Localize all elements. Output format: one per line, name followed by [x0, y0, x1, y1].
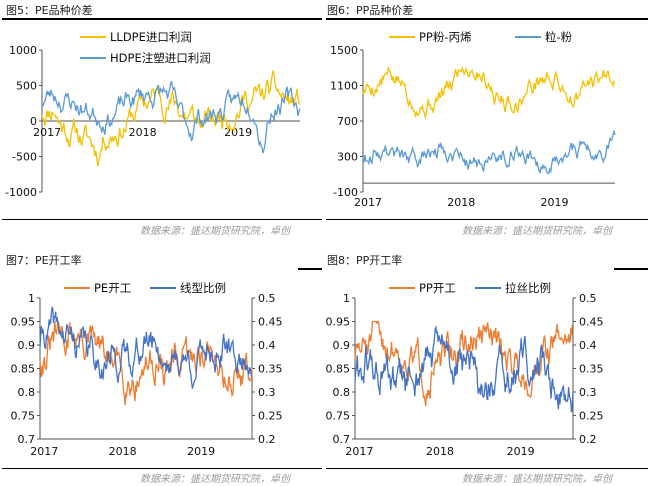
figure-8-title: 图8：PP开工率	[327, 254, 403, 267]
figure-6-title: 图6：PP品种价差	[327, 4, 414, 17]
y-tick-label: 0.9	[18, 339, 36, 352]
x-tick-label: 2018	[447, 196, 475, 209]
series-line-0	[362, 65, 616, 120]
y-tick-label: 1000	[9, 44, 37, 57]
y-tick-label: 1	[343, 292, 350, 305]
y-right-tick-label: 0.3	[258, 386, 276, 399]
series-line-1	[362, 130, 616, 175]
y-tick-label: 0.95	[326, 316, 351, 329]
y-tick-label: 0.7	[18, 433, 36, 446]
figure-7-top-rule	[298, 268, 322, 270]
figure-7-title: 图7：PE开工率	[6, 254, 82, 267]
y-tick-label: 500	[16, 80, 37, 93]
y-tick-label: 1500	[330, 44, 358, 57]
y-tick-label: -1000	[5, 186, 37, 199]
figure-7-chart: 1 0.95 0.9 0.85 0.8 0.75 0.7 0.5 0.45 0.4 0.35 0.3 0…	[11, 281, 283, 458]
legend-label-1: 粒-粉	[545, 30, 573, 44]
y-tick-label: 300	[337, 151, 358, 164]
y-right-tick-label: 0.5	[579, 292, 597, 305]
y-tick-label: 0.75	[11, 410, 36, 423]
figure-8-chart: 1 0.95 0.9 0.85 0.8 0.75 0.7 0.5 0.45 0.4 0.35 0.3 0…	[326, 281, 604, 458]
y-tick-label: 0.75	[326, 410, 351, 423]
y-tick-label: 0.85	[11, 363, 36, 376]
figure-7-bottom-rule	[2, 468, 322, 469]
y-right-tick-label: 0.45	[579, 316, 604, 329]
figure-6-top-rule	[326, 18, 648, 20]
y-tick-label: 700	[337, 115, 358, 128]
y-tick-label: 0.8	[18, 386, 36, 399]
x-tick-label: 2018	[129, 126, 157, 139]
series-line-0	[39, 320, 253, 406]
x-tick-label: 2019	[507, 445, 535, 458]
series-line-1	[41, 81, 301, 154]
legend-label-0: LLDPE进口利润	[110, 30, 192, 44]
x-tick-label: 2019	[187, 445, 215, 458]
figure-6-source: 数据来源：盛达期货研究院，卓创	[462, 226, 612, 237]
legend-label-1: 拉丝比例	[505, 281, 551, 295]
x-tick-label: 2017	[33, 126, 61, 139]
y-right-tick-label: 0.25	[258, 410, 283, 423]
y-tick-label: 0.95	[11, 316, 36, 329]
legend-label-0: PP粉-丙烯	[419, 30, 472, 44]
y-tick-label: 0	[30, 115, 37, 128]
y-right-tick-label: 0.4	[258, 339, 276, 352]
y-tick-label: 0.8	[333, 386, 351, 399]
y-right-tick-label: 0.35	[579, 363, 604, 376]
figure-5-source: 数据来源：盛达期货研究院，卓创	[140, 226, 290, 237]
figure-8-top-rule	[614, 268, 648, 270]
figure-5-title: 图5：PE品种价差	[6, 4, 93, 17]
figure-8-source: 数据来源：盛达期货研究院，卓创	[462, 474, 612, 485]
legend-label-0: PP开工	[419, 281, 456, 295]
series-line-1	[39, 305, 253, 389]
series-line-0	[41, 70, 301, 167]
y-right-tick-label: 0.45	[258, 316, 283, 329]
x-tick-label: 2018	[426, 445, 454, 458]
legend-label-1: 线型比例	[180, 281, 226, 295]
x-tick-label: 2018	[109, 445, 137, 458]
y-tick-label: 1	[28, 292, 35, 305]
y-tick-label: -500	[12, 151, 37, 164]
legend-label-1: HDPE注塑进口利润	[110, 51, 211, 65]
figure-8-bottom-rule	[326, 468, 648, 469]
x-tick-label: 2019	[541, 196, 569, 209]
y-right-tick-label: 0.3	[579, 386, 597, 399]
y-right-tick-label: 0.25	[579, 410, 604, 423]
figure-5-top-rule	[2, 18, 322, 20]
figure-7-source: 数据来源：盛达期货研究院，卓创	[140, 474, 290, 485]
y-right-tick-label: 0.5	[258, 292, 276, 305]
legend-label-0: PE开工	[94, 281, 131, 295]
figure-5-bottom-rule	[2, 219, 322, 220]
figure-6-bottom-rule	[326, 219, 648, 220]
x-tick-label: 2017	[345, 445, 373, 458]
x-tick-label: 2017	[354, 196, 382, 209]
y-right-tick-label: 0.2	[579, 433, 597, 446]
y-tick-label: 0.9	[333, 339, 351, 352]
y-tick-label: 1100	[330, 80, 358, 93]
y-right-tick-label: 0.35	[258, 363, 283, 376]
y-tick-label: 0.7	[333, 433, 351, 446]
series-line-1	[354, 325, 574, 413]
y-tick-label: -100	[333, 186, 358, 199]
y-tick-label: 0.85	[326, 363, 351, 376]
y-right-tick-label: 0.2	[258, 433, 276, 446]
y-right-tick-label: 0.4	[579, 339, 597, 352]
x-tick-label: 2017	[30, 445, 58, 458]
